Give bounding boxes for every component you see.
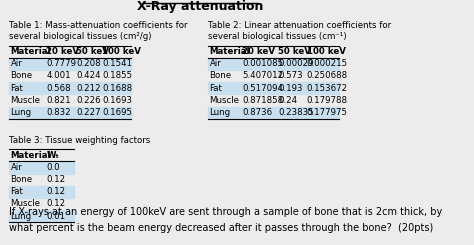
- Text: 0.226: 0.226: [76, 96, 101, 105]
- Text: Muscle: Muscle: [10, 199, 41, 208]
- Text: Table 3: Tissue weighting factors: Table 3: Tissue weighting factors: [9, 136, 151, 145]
- Text: 0.0: 0.0: [46, 163, 60, 172]
- Text: Lung: Lung: [10, 212, 32, 221]
- Text: Air: Air: [10, 163, 22, 172]
- Bar: [9, 210, 74, 222]
- Text: 0.568: 0.568: [46, 84, 71, 93]
- Text: Muscle: Muscle: [10, 96, 41, 105]
- Bar: [9, 58, 131, 70]
- Text: Lung: Lung: [210, 108, 231, 117]
- Text: 0.821: 0.821: [46, 96, 71, 105]
- Text: 20 keV: 20 keV: [46, 47, 79, 56]
- Text: Bone: Bone: [210, 71, 232, 80]
- Bar: [9, 186, 74, 198]
- Text: 0.1541: 0.1541: [102, 59, 132, 68]
- Text: 0.177975: 0.177975: [307, 108, 347, 117]
- Text: 0.1693: 0.1693: [102, 96, 132, 105]
- Text: 0.871858: 0.871858: [242, 96, 283, 105]
- Text: 0.00029: 0.00029: [278, 59, 313, 68]
- Text: Wₜ: Wₜ: [46, 151, 59, 160]
- Text: Fat: Fat: [210, 84, 222, 93]
- Text: Bone: Bone: [10, 71, 33, 80]
- Text: 0.832: 0.832: [46, 108, 71, 117]
- Text: what percent is the beam energy decreased after it passes through the bone?  (20: what percent is the beam energy decrease…: [9, 223, 434, 233]
- Text: 0.179788: 0.179788: [307, 96, 347, 105]
- Text: 0.1695: 0.1695: [102, 108, 132, 117]
- Text: Table 2: Linear attenuation coefficients for: Table 2: Linear attenuation coefficients…: [209, 21, 392, 30]
- Text: several biological tissues (cm²/g): several biological tissues (cm²/g): [9, 32, 152, 41]
- Text: 0.12: 0.12: [46, 199, 65, 208]
- Text: 0.517094: 0.517094: [242, 84, 283, 93]
- Text: Lung: Lung: [10, 108, 32, 117]
- Text: Table 1: Mass-attenuation coefficients for: Table 1: Mass-attenuation coefficients f…: [9, 21, 188, 30]
- Text: 0.193: 0.193: [278, 84, 302, 93]
- Text: 0.000215: 0.000215: [307, 59, 348, 68]
- Text: 0.208: 0.208: [76, 59, 101, 68]
- Text: 0.23835: 0.23835: [278, 108, 314, 117]
- Text: 0.12: 0.12: [46, 187, 65, 196]
- Text: 5.407012: 5.407012: [242, 71, 283, 80]
- Text: Fat: Fat: [10, 187, 23, 196]
- Text: 0.1688: 0.1688: [102, 84, 132, 93]
- Text: If X-rays at an energy of 100keV are sent through a sample of bone that is 2cm t: If X-rays at an energy of 100keV are sen…: [9, 207, 443, 217]
- Text: 50 keV: 50 keV: [76, 47, 109, 56]
- Bar: [9, 82, 131, 94]
- Text: 0.573: 0.573: [278, 71, 302, 80]
- Text: 0.8736: 0.8736: [242, 108, 272, 117]
- Bar: [209, 82, 339, 94]
- Bar: [209, 107, 339, 119]
- Text: 0.212: 0.212: [76, 84, 101, 93]
- Text: 0.01: 0.01: [46, 212, 65, 221]
- Text: 0.24: 0.24: [278, 96, 297, 105]
- Text: 0.12: 0.12: [46, 175, 65, 184]
- Text: Fat: Fat: [10, 84, 23, 93]
- Text: Air: Air: [210, 59, 221, 68]
- Text: several biological tissues (cm⁻¹): several biological tissues (cm⁻¹): [209, 32, 347, 41]
- Text: 0.424: 0.424: [76, 71, 101, 80]
- Text: Material: Material: [10, 151, 51, 160]
- Text: 0.1855: 0.1855: [102, 71, 132, 80]
- Bar: [209, 58, 339, 70]
- Text: 20 keV: 20 keV: [242, 47, 275, 56]
- Text: 0.153672: 0.153672: [307, 84, 348, 93]
- Text: 50 keV: 50 keV: [278, 47, 311, 56]
- Text: 100 keV: 100 keV: [307, 47, 346, 56]
- Text: 0.227: 0.227: [76, 108, 101, 117]
- Text: 100 keV: 100 keV: [102, 47, 141, 56]
- Text: 0.250688: 0.250688: [307, 71, 348, 80]
- Text: Material: Material: [210, 47, 250, 56]
- Text: Bone: Bone: [10, 175, 33, 184]
- Text: Material: Material: [10, 47, 51, 56]
- Text: Air: Air: [10, 59, 22, 68]
- Text: Muscle: Muscle: [210, 96, 239, 105]
- Text: 4.001: 4.001: [46, 71, 71, 80]
- Text: 0.001085: 0.001085: [242, 59, 283, 68]
- Bar: [9, 161, 74, 174]
- Bar: [9, 107, 131, 119]
- Text: 0.7779: 0.7779: [46, 59, 76, 68]
- Text: X-Ray attenuation: X-Ray attenuation: [137, 0, 264, 12]
